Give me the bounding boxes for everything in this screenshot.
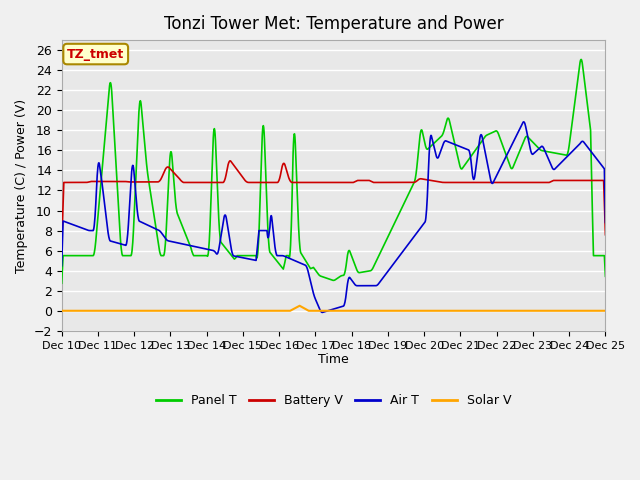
Text: TZ_tmet: TZ_tmet — [67, 48, 124, 60]
Title: Tonzi Tower Met: Temperature and Power: Tonzi Tower Met: Temperature and Power — [164, 15, 503, 33]
Legend: Panel T, Battery V, Air T, Solar V: Panel T, Battery V, Air T, Solar V — [151, 389, 516, 412]
X-axis label: Time: Time — [318, 353, 349, 366]
Y-axis label: Temperature (C) / Power (V): Temperature (C) / Power (V) — [15, 98, 28, 273]
